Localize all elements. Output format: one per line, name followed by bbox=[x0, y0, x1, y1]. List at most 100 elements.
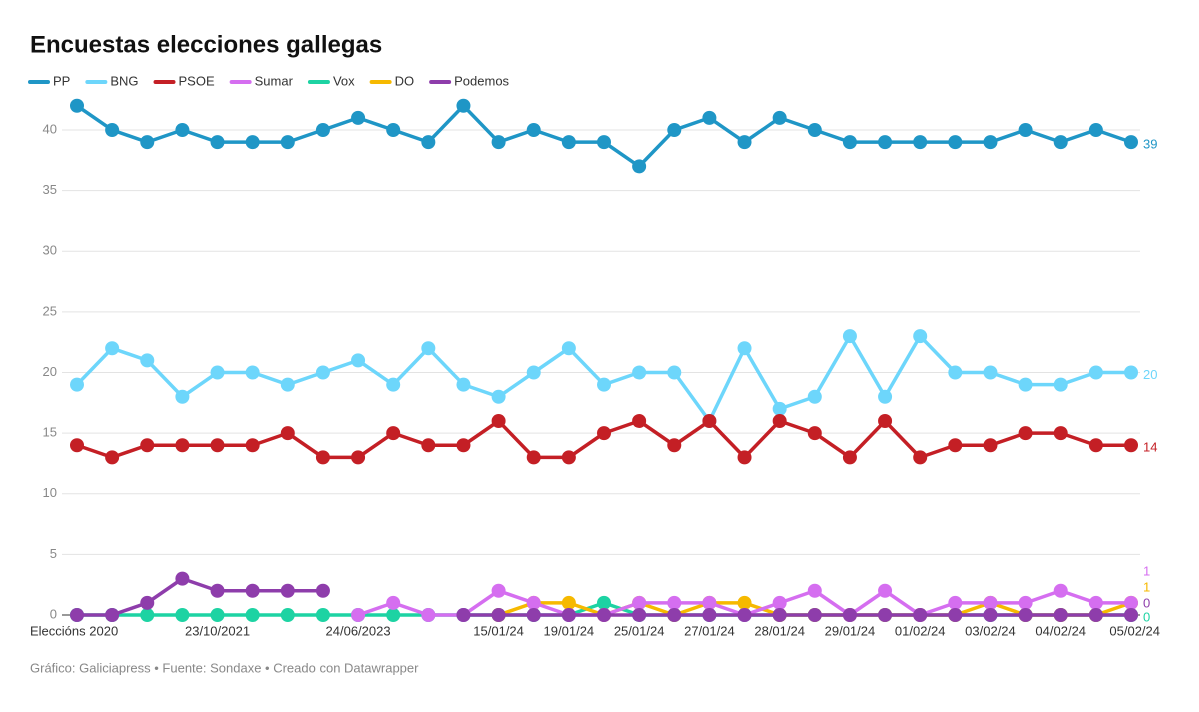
point bbox=[526, 608, 541, 622]
point bbox=[526, 450, 541, 465]
point bbox=[597, 426, 611, 441]
point bbox=[807, 583, 822, 598]
point bbox=[702, 110, 717, 125]
point bbox=[737, 608, 752, 622]
x-tick-label: 04/02/24 bbox=[1035, 623, 1086, 638]
point bbox=[807, 389, 822, 404]
point bbox=[70, 608, 84, 622]
x-tick-label: 29/01/24 bbox=[825, 623, 876, 638]
source: Gráfico: Galiciapress • Fuente: Sondaxe … bbox=[30, 660, 419, 675]
point bbox=[983, 608, 998, 622]
point bbox=[878, 608, 893, 622]
series bbox=[70, 414, 1138, 465]
point bbox=[1053, 426, 1068, 441]
point bbox=[456, 377, 471, 392]
y-tick-label: 20 bbox=[43, 364, 57, 379]
point bbox=[561, 341, 576, 356]
point bbox=[386, 608, 401, 622]
point bbox=[878, 135, 893, 150]
end-label: 1 bbox=[1143, 579, 1150, 594]
point bbox=[597, 595, 611, 610]
point bbox=[842, 450, 857, 465]
point bbox=[983, 595, 998, 610]
point bbox=[526, 123, 541, 137]
point bbox=[210, 135, 225, 150]
point bbox=[597, 135, 611, 150]
legend-label: Podemos bbox=[454, 73, 509, 88]
point bbox=[807, 123, 822, 137]
y-tick-label: 35 bbox=[43, 182, 57, 197]
end-label: 0 bbox=[1143, 595, 1150, 610]
x-tick-label: 03/02/24 bbox=[965, 623, 1016, 638]
x-tick-label: 25/01/24 bbox=[614, 623, 665, 638]
point bbox=[526, 365, 541, 380]
point bbox=[1088, 438, 1103, 453]
point bbox=[948, 135, 963, 150]
point bbox=[842, 608, 857, 622]
point bbox=[1053, 377, 1068, 392]
point bbox=[245, 135, 260, 150]
point bbox=[667, 123, 682, 137]
point bbox=[421, 438, 436, 453]
point bbox=[737, 135, 752, 150]
point bbox=[491, 608, 506, 622]
point bbox=[1018, 377, 1033, 392]
end-label: 20 bbox=[1143, 367, 1157, 382]
point bbox=[772, 414, 787, 428]
x-tick-label: 15/01/24 bbox=[473, 623, 524, 638]
point bbox=[878, 389, 893, 404]
point bbox=[632, 159, 647, 174]
point bbox=[1018, 426, 1033, 441]
point bbox=[210, 365, 225, 380]
point bbox=[597, 377, 611, 392]
point bbox=[948, 608, 963, 622]
legend-label: Sumar bbox=[255, 73, 294, 88]
point bbox=[772, 110, 787, 125]
point bbox=[772, 608, 787, 622]
point bbox=[1053, 583, 1068, 598]
series bbox=[70, 571, 1138, 622]
y-tick-label: 10 bbox=[43, 485, 57, 500]
x-tick-label: 05/02/24 bbox=[1109, 623, 1160, 638]
point bbox=[175, 438, 190, 453]
point bbox=[1018, 595, 1033, 610]
point bbox=[983, 438, 998, 453]
point bbox=[667, 595, 682, 610]
point bbox=[983, 365, 998, 380]
point bbox=[913, 608, 928, 622]
point bbox=[632, 414, 647, 428]
point bbox=[1018, 123, 1033, 137]
point bbox=[280, 135, 295, 150]
point bbox=[1088, 123, 1103, 137]
x-tick-label: 01/02/24 bbox=[895, 623, 946, 638]
point bbox=[175, 123, 190, 137]
point bbox=[667, 608, 682, 622]
point bbox=[386, 595, 401, 610]
point bbox=[842, 135, 857, 150]
point bbox=[526, 595, 541, 610]
legend-label: BNG bbox=[110, 73, 138, 88]
point bbox=[1124, 438, 1138, 453]
point bbox=[632, 365, 647, 380]
point bbox=[1088, 365, 1103, 380]
point bbox=[105, 341, 120, 356]
point bbox=[421, 341, 436, 356]
point bbox=[807, 608, 822, 622]
point bbox=[1124, 608, 1138, 622]
point bbox=[807, 426, 822, 441]
y-tick-label: 30 bbox=[43, 243, 57, 258]
point bbox=[351, 450, 366, 465]
series bbox=[70, 98, 1138, 174]
legend-label: PSOE bbox=[179, 73, 215, 88]
point bbox=[1124, 135, 1138, 150]
point bbox=[351, 608, 366, 622]
point bbox=[702, 414, 717, 428]
point bbox=[737, 595, 752, 610]
point bbox=[667, 438, 682, 453]
point bbox=[913, 329, 928, 344]
point bbox=[948, 365, 963, 380]
chart-title: Encuestas elecciones gallegas bbox=[30, 31, 382, 58]
end-label: 39 bbox=[1143, 137, 1157, 152]
